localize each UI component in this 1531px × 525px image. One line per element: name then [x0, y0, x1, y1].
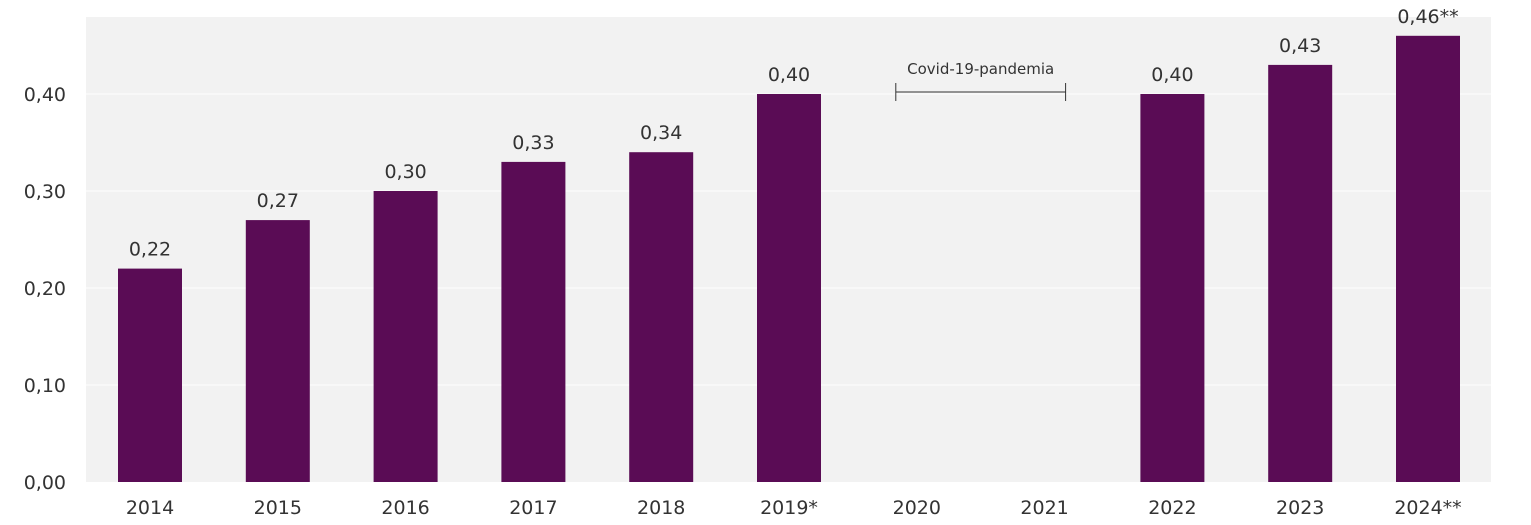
x-tick-label: 2021 [1020, 497, 1068, 519]
bar [501, 161, 566, 482]
data-label: 0,27 [257, 190, 299, 212]
bar [118, 268, 182, 482]
y-tick-label: 0,20 [24, 278, 66, 300]
x-tick-label: 2020 [893, 497, 941, 519]
bar [245, 220, 310, 482]
data-label: 0,40 [768, 64, 810, 86]
data-label: 0,43 [1279, 35, 1321, 57]
x-tick-label: 2018 [637, 497, 685, 519]
data-label: 0,46** [1397, 6, 1458, 28]
x-axis: 2014 2015 2016 2017 2018 2019* 2020 2021 2022 202… [126, 497, 1462, 519]
x-tick-label: 2024** [1394, 497, 1461, 519]
data-label: 0,22 [129, 239, 171, 261]
data-label: 0,30 [384, 161, 426, 183]
x-tick-label: 2019* [760, 497, 818, 519]
covid-annotation: Covid-19-pandemia [895, 60, 1067, 101]
bar [1396, 35, 1460, 483]
x-tick-label: 2023 [1276, 497, 1324, 519]
x-tick-label: 2016 [381, 497, 429, 519]
y-tick-label: 0,40 [24, 84, 66, 106]
bar [373, 191, 438, 482]
x-tick-label: 2015 [254, 497, 302, 519]
covid-annotation-label: Covid-19-pandemia [907, 60, 1054, 78]
bars [118, 35, 1460, 483]
x-tick-label: 2022 [1148, 497, 1196, 519]
bar [1268, 64, 1333, 483]
x-tick-label: 2014 [126, 497, 174, 519]
y-axis: 0,00 0,10 0,20 0,30 0,40 [24, 84, 66, 494]
bar [629, 152, 694, 482]
y-tick-label: 0,30 [24, 181, 66, 203]
data-labels: 0,22 0,27 0,30 0,33 0,34 0,40 0,40 0,43 0,46** [129, 6, 1459, 261]
data-label: 0,33 [512, 132, 554, 154]
y-tick-label: 0,10 [24, 375, 66, 397]
bar [757, 94, 821, 482]
y-tick-label: 0,00 [24, 472, 66, 494]
bar [1140, 94, 1205, 482]
data-label: 0,40 [1151, 64, 1193, 86]
data-label: 0,34 [640, 122, 682, 144]
x-tick-label: 2017 [509, 497, 557, 519]
